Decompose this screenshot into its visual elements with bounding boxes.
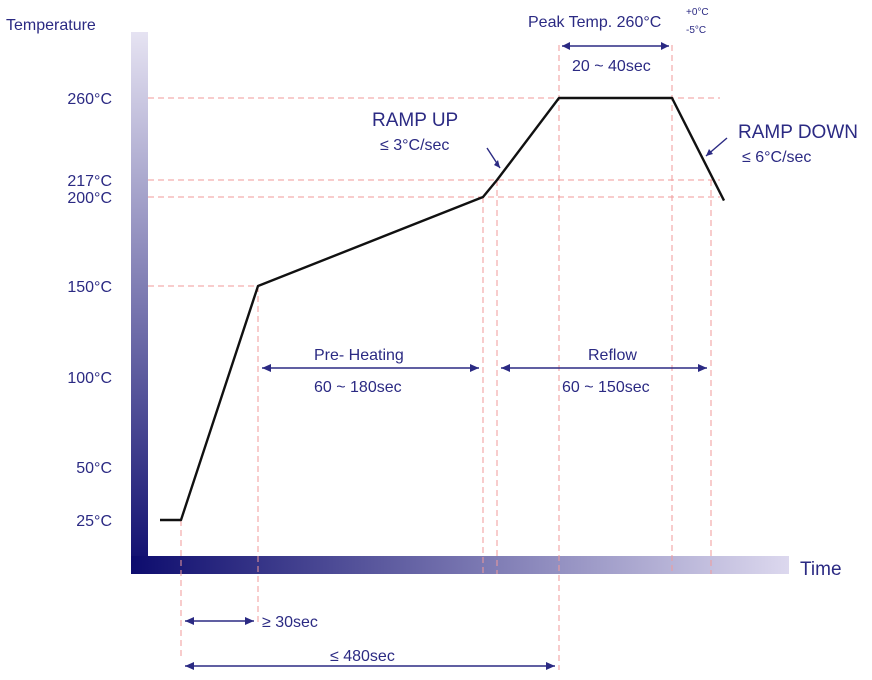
y-tick-label: 200°C: [67, 190, 112, 207]
y-tick-label: 25°C: [76, 513, 112, 530]
ramp-down-title: RAMP DOWN: [738, 122, 858, 143]
peak-temp-annotation: Peak Temp. 260°C +0°C -5°C: [528, 7, 709, 36]
reflow-title: Reflow: [588, 347, 637, 364]
total-time-label: ≤ 480sec: [330, 648, 395, 665]
y-tick-label: 260°C: [67, 91, 112, 108]
ramp-up-rate: ≤ 3°C/sec: [380, 137, 449, 154]
peak-temp-tol-minus: -5°C: [686, 25, 706, 36]
dimension-arrows: [185, 42, 727, 670]
ramp-up-title: RAMP UP: [372, 110, 458, 131]
temperature-profile-line: [160, 98, 724, 520]
y-tick-label: 150°C: [67, 279, 112, 296]
y-tick-label: 100°C: [67, 370, 112, 387]
x-axis-bar: [131, 556, 789, 574]
x-axis-title: Time: [800, 559, 842, 580]
y-axis-title: Temperature: [6, 17, 96, 34]
peak-duration-label: 20 ~ 40sec: [572, 58, 651, 75]
initial-ramp-label: ≥ 30sec: [262, 614, 318, 631]
y-tick-label: 50°C: [76, 460, 112, 477]
preheating-title: Pre- Heating: [314, 347, 404, 364]
ramp-down-rate: ≤ 6°C/sec: [742, 149, 811, 166]
peak-temp-tol-plus: +0°C: [686, 7, 709, 18]
y-axis-bar: [131, 32, 148, 574]
preheating-duration: 60 ~ 180sec: [314, 379, 402, 396]
peak-temp-label: Peak Temp. 260°C: [528, 14, 661, 31]
y-tick-label: 217°C: [67, 173, 112, 190]
reflow-duration: 60 ~ 150sec: [562, 379, 650, 396]
